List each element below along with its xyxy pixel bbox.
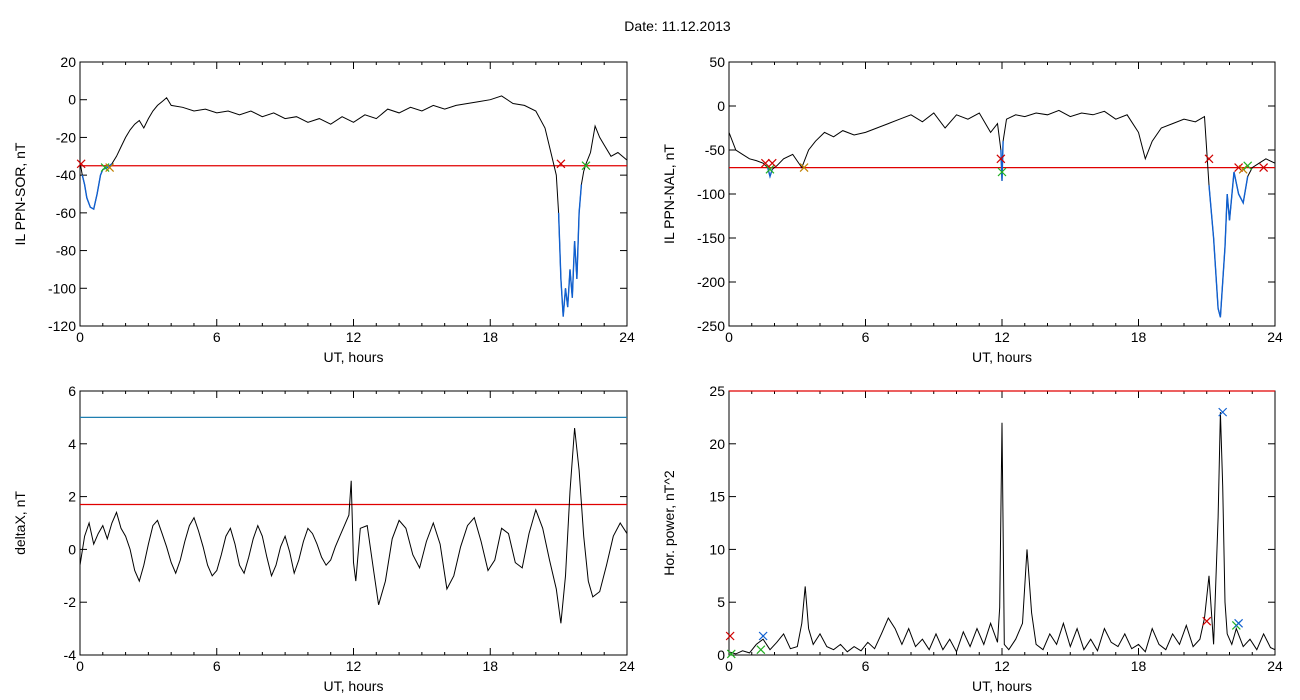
event-highlight-line bbox=[1000, 141, 1004, 181]
marker-red bbox=[1259, 163, 1269, 173]
marker-red bbox=[556, 159, 566, 169]
y-tick-label: 6 bbox=[68, 383, 76, 399]
y-tick-label: -20 bbox=[56, 129, 76, 145]
plot-frame bbox=[728, 61, 1276, 327]
marker-green bbox=[997, 167, 1007, 177]
y-tick-label: -100 bbox=[697, 186, 725, 202]
y-tick-label: -40 bbox=[56, 167, 76, 183]
marker-red bbox=[1202, 616, 1212, 626]
panel-sor: 0 6 12 18 24 -120 -100 -80 -60 -40 -20 0 20 UT, hours… bbox=[12, 54, 635, 365]
y-tick-label: -200 bbox=[697, 274, 725, 290]
y-tick-label: -60 bbox=[56, 205, 76, 221]
x-tick-label: 6 bbox=[213, 329, 221, 345]
y-axis-title: IL PPN-NAL, nT bbox=[661, 144, 677, 244]
marker-green bbox=[1243, 161, 1253, 171]
x-tick-label: 18 bbox=[1131, 658, 1147, 674]
x-tick-label: 0 bbox=[76, 658, 84, 674]
x-tick-label: 24 bbox=[1267, 658, 1283, 674]
marker-blue bbox=[1234, 618, 1244, 628]
x-tick-label: 6 bbox=[862, 329, 870, 345]
y-tick-label: 5 bbox=[717, 594, 725, 610]
y-tick-label: -2 bbox=[64, 594, 77, 610]
marker-red bbox=[76, 159, 86, 169]
panel-nal: 0 6 12 18 24 -250 -200 -150 -100 -50 0 50 UT, hours I… bbox=[661, 54, 1283, 365]
x-axis-title: UT, hours bbox=[972, 678, 1032, 694]
y-tick-label: 20 bbox=[709, 436, 725, 452]
y-tick-label: -250 bbox=[697, 318, 725, 334]
y-tick-label: -50 bbox=[705, 142, 725, 158]
y-tick-label: 15 bbox=[709, 489, 725, 505]
marker-green bbox=[726, 649, 736, 659]
x-tick-label: 0 bbox=[76, 329, 84, 345]
x-tick-label: 24 bbox=[619, 329, 635, 345]
x-tick-label: 6 bbox=[862, 658, 870, 674]
series-line bbox=[80, 95, 627, 317]
y-tick-label: 0 bbox=[717, 647, 725, 663]
y-tick-label: 0 bbox=[68, 541, 76, 557]
series-line bbox=[729, 412, 1275, 655]
marker-red bbox=[725, 631, 735, 641]
y-tick-label: 0 bbox=[717, 98, 725, 114]
x-axis-title: UT, hours bbox=[972, 349, 1032, 365]
x-axis-title: UT, hours bbox=[324, 349, 384, 365]
marker-green bbox=[765, 164, 775, 174]
x-tick-label: 24 bbox=[619, 658, 635, 674]
y-tick-label: -120 bbox=[48, 318, 76, 334]
marker-red bbox=[760, 158, 770, 168]
y-tick-label: 50 bbox=[709, 54, 725, 70]
marker-red bbox=[767, 158, 777, 168]
y-axis-title: Hor. power, nT^2 bbox=[661, 470, 677, 576]
page-title: Date: 11.12.2013 bbox=[624, 18, 731, 34]
y-tick-label: 0 bbox=[68, 92, 76, 108]
x-tick-label: 12 bbox=[994, 658, 1010, 674]
marker-green bbox=[581, 161, 591, 171]
x-tick-label: 0 bbox=[725, 658, 733, 674]
x-tick-label: 18 bbox=[1131, 329, 1147, 345]
x-tick-label: 18 bbox=[482, 329, 498, 345]
marker-blue bbox=[1218, 407, 1228, 417]
event-highlight-line bbox=[81, 163, 113, 211]
y-tick-label: 10 bbox=[709, 541, 725, 557]
series-line bbox=[729, 109, 1275, 318]
y-tick-label: 4 bbox=[68, 436, 76, 452]
y-tick-label: 20 bbox=[60, 54, 76, 70]
y-tick-label: 25 bbox=[709, 383, 725, 399]
y-axis-title: deltaX, nT bbox=[12, 491, 28, 555]
marker-red bbox=[1204, 154, 1214, 164]
marker-orange bbox=[799, 163, 809, 173]
y-axis-title: IL PPN-SOR, nT bbox=[12, 142, 28, 245]
plot-frame bbox=[79, 390, 628, 656]
event-highlight-line bbox=[557, 184, 583, 317]
marker-blue bbox=[758, 631, 768, 641]
marker-orange bbox=[1238, 164, 1248, 174]
panel-power: 0 6 12 18 24 0 5 10 15 20 25 UT, hours Hor. power, n… bbox=[661, 383, 1283, 694]
series-line bbox=[80, 427, 627, 624]
y-tick-label: -100 bbox=[48, 280, 76, 296]
x-tick-label: 18 bbox=[482, 658, 498, 674]
y-tick-label: -150 bbox=[697, 230, 725, 246]
x-tick-label: 6 bbox=[213, 658, 221, 674]
event-highlight-line bbox=[1208, 171, 1249, 318]
marker-orange bbox=[105, 163, 115, 173]
x-tick-label: 12 bbox=[994, 329, 1010, 345]
marker-red bbox=[1234, 163, 1244, 173]
x-tick-label: 12 bbox=[346, 658, 362, 674]
x-tick-label: 24 bbox=[1267, 329, 1283, 345]
x-tick-label: 0 bbox=[725, 329, 733, 345]
marker-green bbox=[756, 645, 766, 655]
marker-red bbox=[996, 154, 1006, 164]
y-tick-label: -4 bbox=[64, 647, 77, 663]
y-tick-label: -80 bbox=[56, 243, 76, 259]
x-tick-label: 12 bbox=[346, 329, 362, 345]
x-axis-title: UT, hours bbox=[324, 678, 384, 694]
y-tick-label: 2 bbox=[68, 489, 76, 505]
